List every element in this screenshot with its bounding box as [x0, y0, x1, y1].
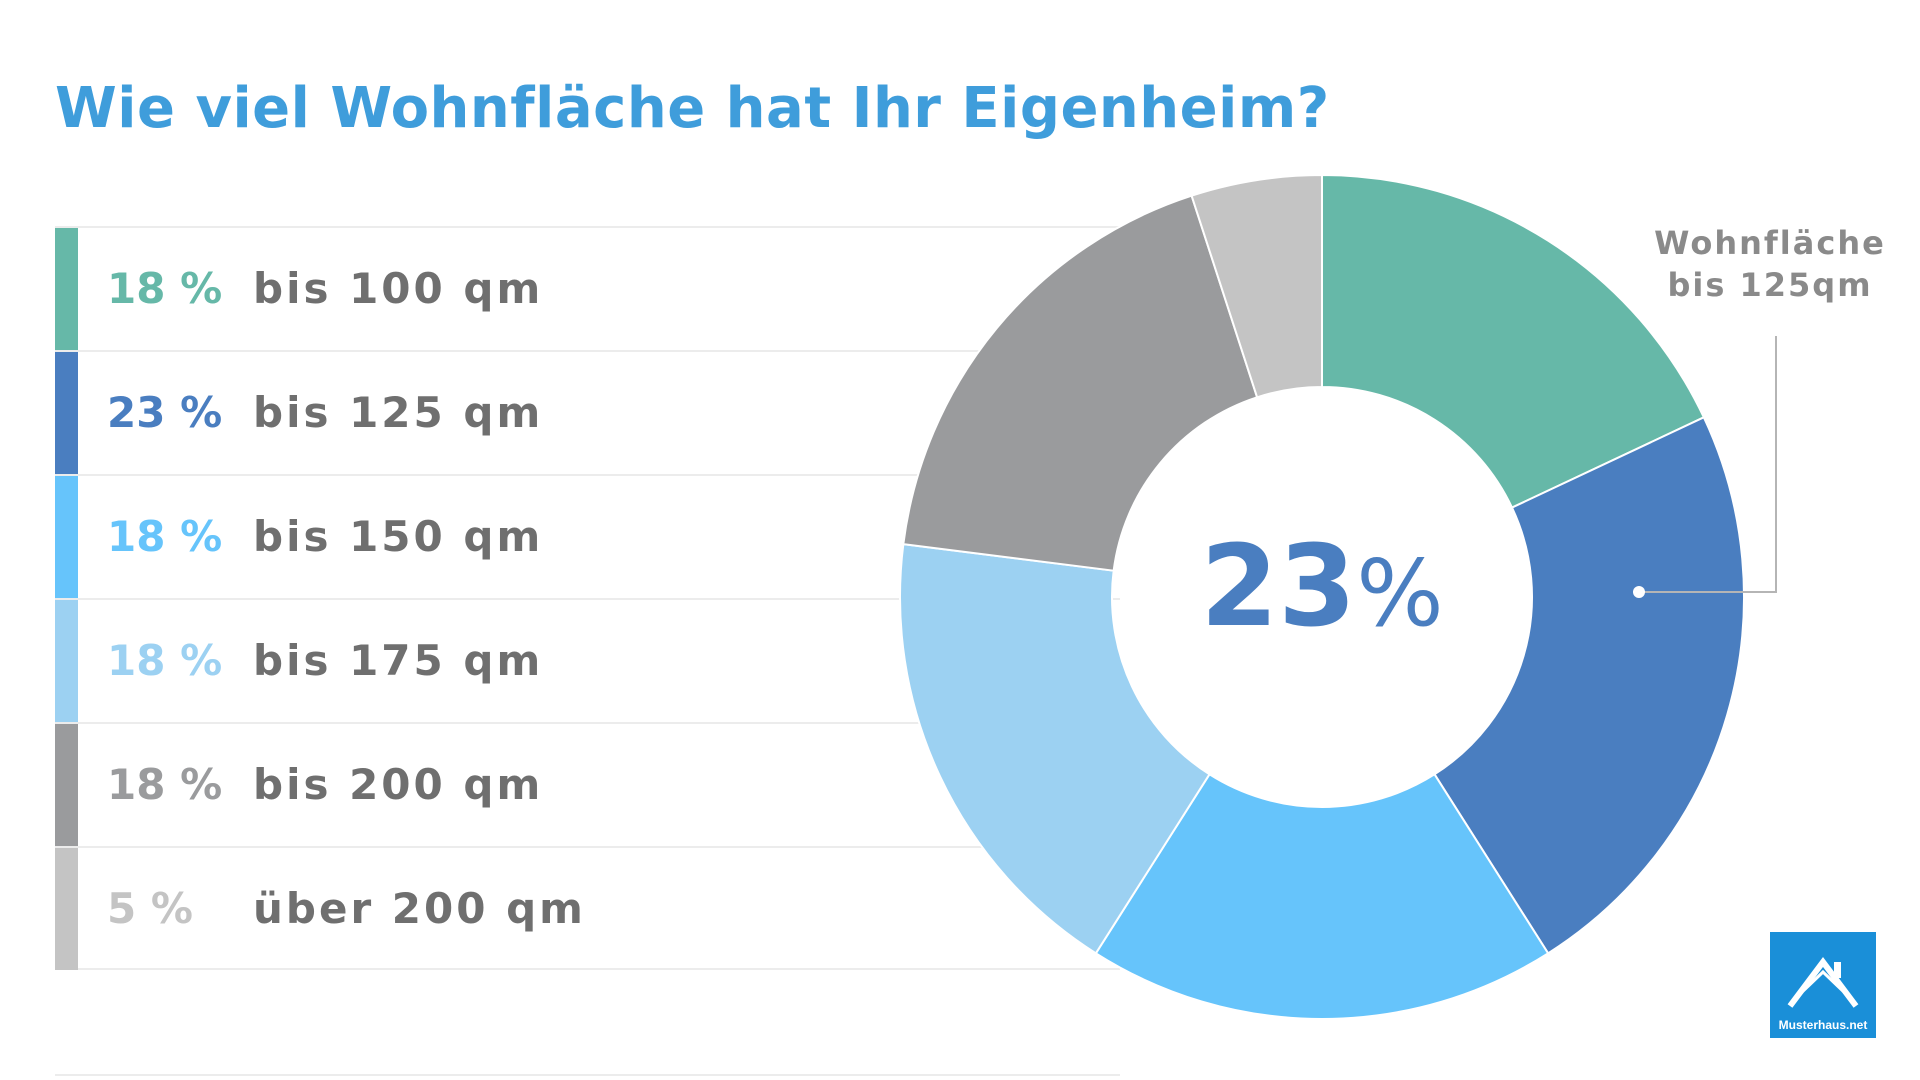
legend-swatch [55, 476, 78, 598]
donut-slice-5 [902, 194, 1259, 572]
legend-label: bis 175 qm [253, 636, 544, 685]
legend-percent: 5 % [107, 884, 193, 933]
donut-slice-6 [1190, 173, 1323, 399]
legend-label: bis 125 qm [253, 388, 544, 437]
callout-label: Wohnfläche bis 125qm [1640, 222, 1900, 306]
logo: Musterhaus.net [1770, 932, 1876, 1038]
legend-percent: 18 % [107, 512, 223, 561]
chart-title: Wie viel Wohnfläche hat Ihr Eigenheim? [55, 76, 1330, 141]
legend-label: bis 150 qm [253, 512, 544, 561]
donut-slice-4 [899, 542, 1211, 955]
callout-line-1: Wohnfläche [1654, 224, 1886, 262]
legend-item: 18 % bis 200 qm [55, 722, 1120, 846]
donut-slice-2 [1433, 415, 1746, 955]
donut-slice-3 [1094, 772, 1550, 1021]
legend-label: bis 200 qm [253, 760, 544, 809]
legend-item: 18 % bis 100 qm [55, 226, 1120, 350]
callout-dot [1633, 586, 1645, 598]
legend-swatch [55, 724, 78, 846]
legend-percent: 18 % [107, 760, 223, 809]
legend-percent: 23 % [107, 388, 223, 437]
legend-item: 23 % bis 125 qm [55, 350, 1120, 474]
legend-swatch [55, 848, 78, 970]
legend-percent: 18 % [107, 264, 223, 313]
legend-item: 18 % bis 175 qm [55, 598, 1120, 722]
legend-label: bis 100 qm [253, 264, 544, 313]
legend-percent: 18 % [107, 636, 223, 685]
center-unit: % [1356, 540, 1443, 647]
callout-line-2: bis 125qm [1667, 266, 1873, 304]
legend-item: 18 % bis 150 qm [55, 474, 1120, 598]
house-roof-icon [1787, 957, 1859, 1008]
legend-label: über 200 qm [253, 884, 586, 933]
legend-swatch [55, 600, 78, 722]
center-value: 23% [1200, 522, 1443, 652]
donut-slices [899, 173, 1746, 1021]
center-number: 23 [1200, 522, 1356, 652]
logo-text: Musterhaus.net [1778, 1018, 1868, 1032]
legend-item: 5 % über 200 qm [55, 846, 1120, 970]
callout-leader-line [1639, 336, 1777, 593]
divider [55, 1074, 1120, 1076]
legend: 18 % bis 100 qm 23 % bis 125 qm 18 % bis… [55, 226, 1120, 970]
legend-swatch [55, 352, 78, 474]
legend-swatch [55, 228, 78, 350]
donut-slice-1 [1321, 173, 1706, 509]
